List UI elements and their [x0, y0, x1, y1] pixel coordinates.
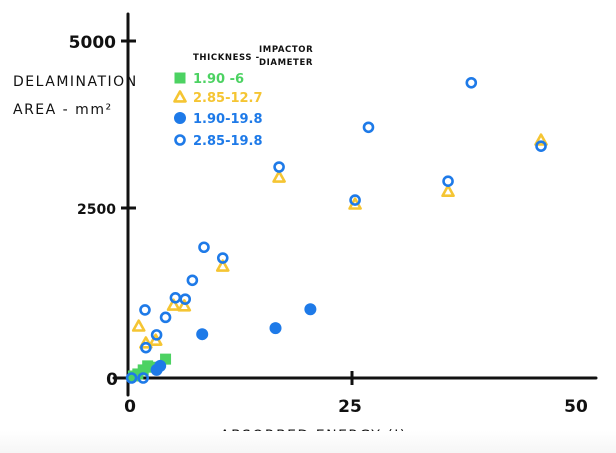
- data-point-triangle-open: [215, 259, 230, 272]
- data-point-triangle-open: [272, 170, 286, 183]
- data-marks: [125, 76, 548, 384]
- legend-label: 1.90-19.8: [193, 112, 263, 127]
- data-point-circle-open: [465, 76, 478, 89]
- legend-entry: 2.85-19.8: [174, 134, 263, 149]
- legend-label: 2.85-12.7: [193, 91, 263, 106]
- legend: THICKNESS - IMPACTOR DIAMETER 1.90 -6 2.8…: [173, 45, 313, 149]
- data-point-circle-open: [216, 252, 229, 264]
- data-point-circle-open: [362, 121, 375, 134]
- legend-marker-circle-open-icon: [174, 134, 186, 146]
- data-point-circle-open: [349, 194, 361, 206]
- y-axis-title-line-2: AREA - mm²: [13, 102, 113, 118]
- legend-entry: 2.85-12.7: [173, 90, 263, 106]
- x-tick-label: 25: [338, 397, 362, 417]
- data-point-square-filled: [160, 353, 172, 365]
- data-point-circle-open: [125, 372, 138, 384]
- legend-label: 1.90 -6: [193, 72, 244, 87]
- data-point-circle-open: [150, 329, 163, 341]
- data-point-triangle-open: [139, 336, 153, 349]
- data-point-circle-filled: [154, 359, 167, 372]
- data-point-circle-open: [140, 341, 152, 354]
- data-point-circle-open: [159, 311, 172, 324]
- data-point-circle-open: [137, 372, 149, 384]
- data-point-triangle-open: [534, 133, 548, 146]
- data-point-triangle-open: [166, 298, 181, 311]
- legend-marker-square-filled-icon: [174, 72, 186, 84]
- data-point-triangle-open: [131, 319, 146, 332]
- legend-entry: 1.90-19.8: [174, 112, 263, 127]
- data-point-circle-filled: [304, 303, 317, 316]
- y-tick-label: 5000: [69, 33, 116, 53]
- data-point-circle-open: [198, 241, 210, 254]
- data-point-circle-open: [273, 161, 285, 173]
- x-tick-label: 0: [124, 397, 136, 417]
- legend-title-line-3: DIAMETER: [259, 58, 313, 68]
- legend-title-line-1: THICKNESS -: [193, 53, 260, 63]
- bottom-strip: [0, 431, 616, 453]
- x-tick-label: 50: [564, 397, 588, 417]
- legend-entry: 1.90 -6: [174, 72, 244, 87]
- data-point-circle-open: [139, 304, 151, 316]
- data-point-circle-filled: [196, 328, 209, 341]
- y-tick-label: 2500: [77, 202, 116, 218]
- y-axis-title-line-1: DELAMINATION: [13, 74, 138, 90]
- data-point-circle-open: [186, 274, 199, 287]
- data-point-circle-open: [535, 140, 547, 152]
- data-point-triangle-open: [177, 299, 192, 312]
- legend-marker-triangle-open-icon: [173, 90, 187, 103]
- data-point-circle-open: [179, 293, 192, 305]
- legend-title-line-2: IMPACTOR: [259, 45, 313, 55]
- data-point-circle-open: [442, 175, 454, 187]
- y-tick-label: 0: [106, 370, 118, 390]
- data-point-triangle-open: [441, 184, 455, 198]
- legend-label: 2.85-19.8: [193, 134, 263, 149]
- legend-marker-circle-filled-icon: [174, 112, 186, 124]
- data-point-circle-filled: [269, 322, 282, 335]
